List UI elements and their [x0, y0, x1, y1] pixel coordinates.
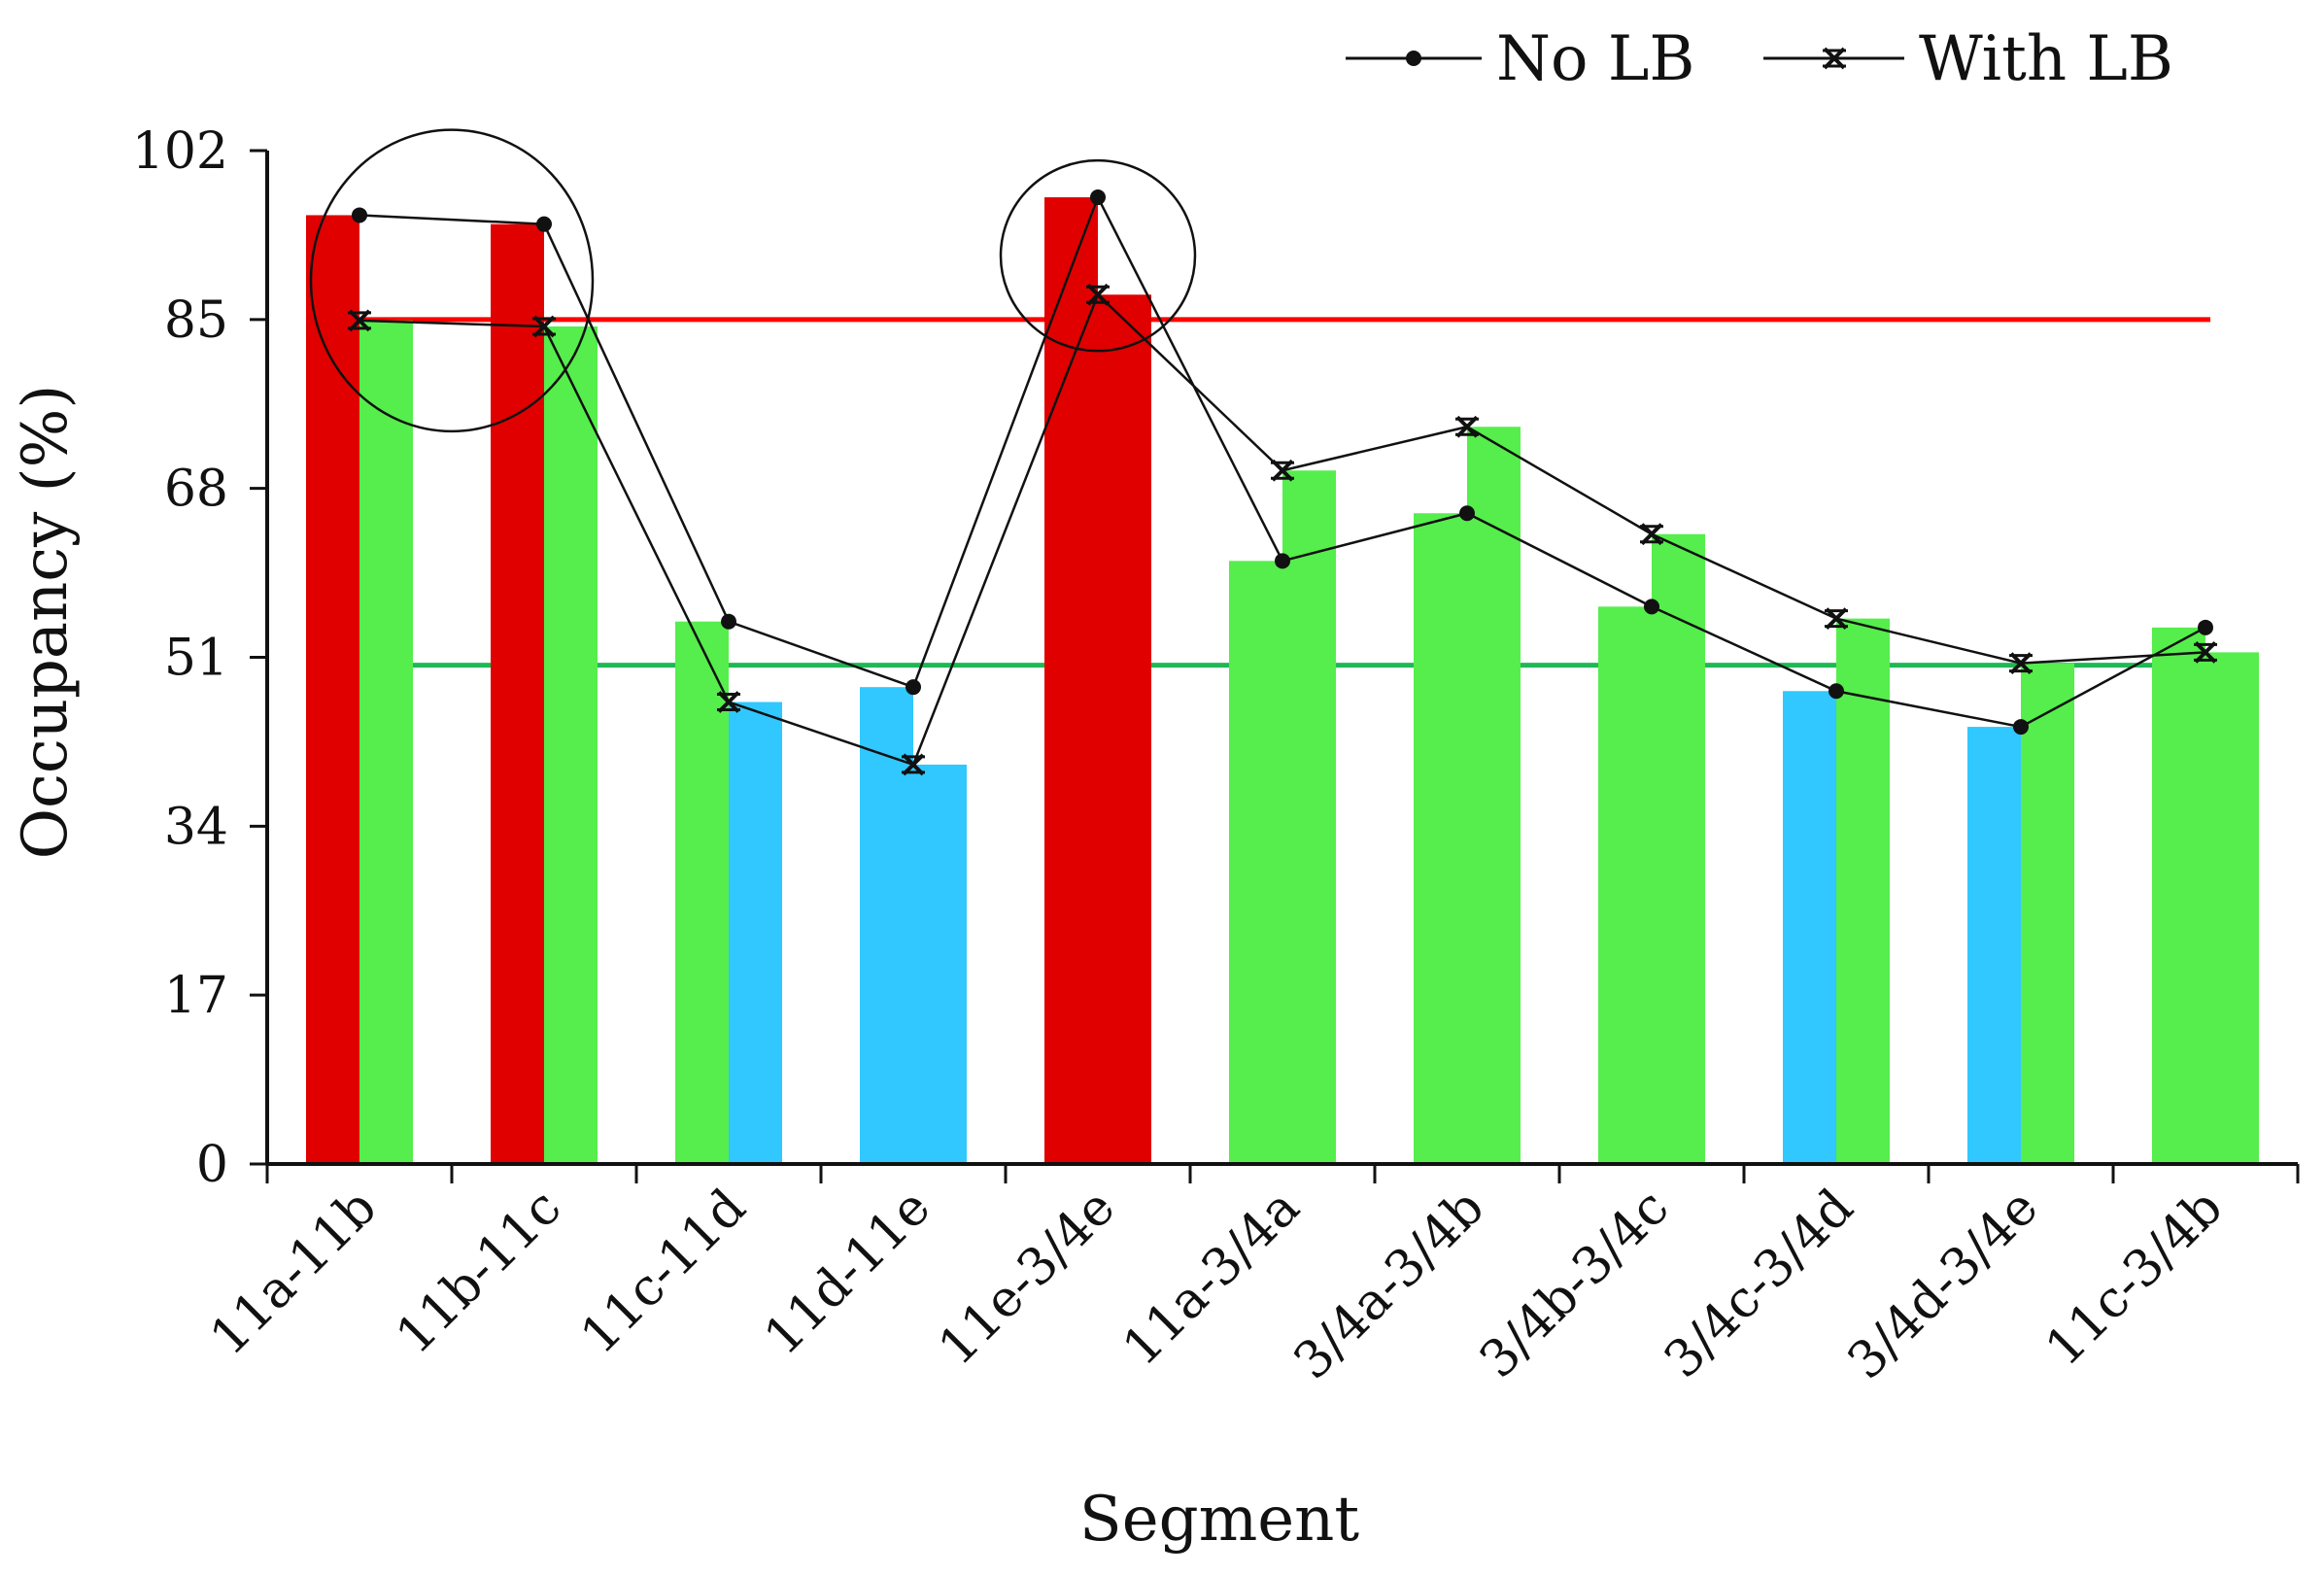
x-tick-label-8: 3/4c-3/4d [1654, 1179, 1864, 1389]
bar-with-lb-1 [544, 325, 598, 1164]
bar-with-lb-8 [1836, 618, 1890, 1164]
bar-with-lb-2 [729, 702, 782, 1164]
y-tick-label-0: 0 [196, 1136, 228, 1194]
marker-with-lb-1 [532, 315, 556, 338]
x-tick-label-3: 11d-11e [753, 1179, 941, 1367]
marker-no-lb-9 [2013, 719, 2029, 736]
bar-with-lb-3 [913, 764, 967, 1164]
marker-with-lb-10 [2194, 640, 2217, 664]
marker-no-lb-6 [1459, 505, 1475, 522]
x-tick-label-4: 11e-3/4e [928, 1179, 1126, 1377]
marker-with-lb-8 [1825, 607, 1848, 631]
x-tick-label-6: 3/4a-3/4b [1283, 1179, 1496, 1391]
bars-group [306, 197, 2259, 1165]
legend-marker-with-lb [1823, 47, 1846, 70]
marker-with-lb-6 [1455, 415, 1479, 438]
legend-marker-no-lb [1406, 51, 1421, 66]
y-tick-label-3: 51 [164, 630, 228, 688]
bar-no-lb-0 [306, 215, 359, 1164]
y-tick-label-5: 85 [164, 291, 228, 350]
y-tick-label-4: 68 [164, 461, 228, 519]
x-tick-label-0: 11a-11b [199, 1179, 388, 1367]
highlight-circle-1 [999, 158, 1197, 353]
bar-with-lb-0 [359, 320, 413, 1164]
x-tick-label-9: 3/4d-3/4e [1837, 1179, 2050, 1391]
marker-with-lb-7 [1640, 523, 1663, 546]
marker-with-lb-2 [717, 691, 740, 713]
marker-with-lb-5 [1271, 459, 1294, 482]
bar-no-lb-10 [2152, 627, 2205, 1164]
y-tick-label-2: 34 [164, 798, 228, 856]
y-tick-label-1: 17 [164, 967, 228, 1025]
bar-no-lb-3 [860, 687, 913, 1164]
bar-with-lb-5 [1282, 470, 1336, 1165]
x-axis-title: Segment [1079, 1484, 1359, 1556]
marker-no-lb-7 [1644, 599, 1659, 615]
marker-with-lb-3 [902, 753, 925, 776]
bar-no-lb-4 [1044, 197, 1098, 1164]
bar-no-lb-9 [1967, 727, 2021, 1164]
marker-no-lb-5 [1275, 553, 1290, 569]
marker-no-lb-4 [1090, 189, 1106, 206]
marker-no-lb-1 [536, 216, 552, 232]
marker-with-lb-9 [2009, 652, 2033, 675]
marker-no-lb-3 [906, 679, 921, 696]
marker-no-lb-10 [2198, 619, 2213, 635]
legend-label-no-lb: No LB [1496, 23, 1694, 95]
y-tick-label-6: 102 [132, 122, 228, 181]
x-tick-label-5: 11a-3/4a [1112, 1179, 1312, 1378]
bar-with-lb-6 [1467, 427, 1521, 1164]
marker-with-lb-0 [348, 309, 371, 332]
bar-no-lb-6 [1414, 513, 1467, 1164]
marker-no-lb-8 [1828, 683, 1844, 700]
bar-with-lb-4 [1098, 294, 1151, 1164]
highlight-circles [309, 128, 1197, 433]
x-tick-label-1: 11b-11c [386, 1179, 573, 1366]
bar-no-lb-2 [675, 621, 729, 1164]
bar-with-lb-9 [2021, 663, 2074, 1164]
bar-no-lb-8 [1783, 691, 1836, 1164]
marker-no-lb-2 [721, 613, 736, 630]
bar-no-lb-1 [491, 223, 544, 1164]
bar-with-lb-10 [2205, 652, 2259, 1164]
bar-no-lb-7 [1598, 606, 1652, 1164]
y-axis-title: Occupancy (%) [10, 385, 82, 860]
bar-no-lb-5 [1229, 561, 1282, 1164]
marker-with-lb-4 [1086, 283, 1110, 306]
x-tick-label-10: 11c-3/4b [2034, 1179, 2234, 1378]
highlight-circle-0 [309, 128, 595, 433]
legend-label-with-lb: With LB [1919, 23, 2173, 95]
x-tick-label-7: 3/4b-3/4c [1469, 1179, 1680, 1389]
series-lines [348, 189, 2217, 776]
legend: No LB With LB [1346, 23, 2173, 95]
x-tick-label-2: 11c-11d [570, 1179, 758, 1366]
marker-no-lb-0 [352, 207, 367, 223]
bar-with-lb-7 [1652, 533, 1705, 1164]
